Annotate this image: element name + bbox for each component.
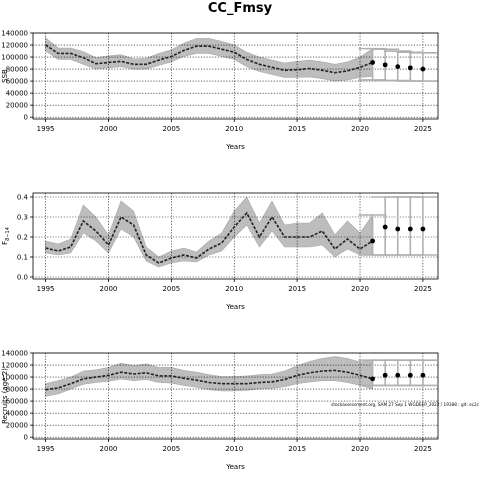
ssb-y-tick-label-2: 40000 — [6, 90, 28, 98]
f-forecast-point-2022 — [382, 224, 388, 230]
f-estimate-line — [45, 211, 374, 264]
recruits-forecast-point-2022 — [382, 372, 388, 378]
f-forecast-point-2025 — [420, 226, 426, 232]
f-x-tick-label-2015: 2015 — [288, 285, 306, 293]
f-forecast-point-2024 — [407, 226, 413, 232]
fishing-mortality-panel: 1995 2000 2005 2010 2015 2020 2025Years0.00.10… — [1, 192, 439, 311]
recruits-y-tick-label-1: 20000 — [6, 422, 28, 430]
ssb-estimate-line — [45, 44, 373, 74]
recruits-x-tick-label-2025: 2025 — [414, 445, 432, 453]
watermark-text: stockassessment.org, SAM 27 Sep 1 WGDEEP… — [331, 402, 480, 407]
ssb-forecast-point-2024 — [407, 65, 413, 71]
f-x-tick-label-1995: 1995 — [37, 285, 55, 293]
f-y-axis-label-subscript: 8−14 — [5, 227, 11, 241]
recruits-y-tick-label-7: 140000 — [1, 350, 28, 358]
recruits-confidence-band — [45, 356, 373, 397]
f-x-axis-label: Years — [225, 303, 245, 311]
recruits-grid — [33, 352, 438, 439]
ssb-x-tick-label-2020: 2020 — [351, 125, 369, 133]
recruits-forecast-point-2023 — [395, 372, 401, 378]
f-forecast-point-2023 — [395, 226, 401, 232]
recruits-x-tick-label-2010: 2010 — [225, 445, 243, 453]
recruits-x-tick-label-2000: 2000 — [100, 445, 118, 453]
ssb-confidence-band — [45, 37, 373, 82]
recruits-x-tick-label-2020: 2020 — [351, 445, 369, 453]
f-forecast-point-2021 — [370, 238, 375, 244]
recruits-x-tick-label-2005: 2005 — [162, 445, 180, 453]
recruits-y-tick-label-6: 120000 — [1, 362, 28, 370]
ssb-y-tick-label-6: 120000 — [1, 42, 28, 50]
ssb-y-axis-label: SSB — [1, 69, 9, 83]
ssb-forecast-point-2022 — [382, 62, 388, 68]
recruits-x-tick-label-2015: 2015 — [288, 445, 306, 453]
f-x-tick-label-2000: 2000 — [100, 285, 118, 293]
f-y-tick-label-3: 0.3 — [17, 214, 28, 222]
recruits-y-tick-label-3: 60000 — [6, 398, 28, 406]
f-y-tick-label-1: 0.1 — [17, 254, 28, 262]
recruits-forecast-point-2025 — [420, 372, 426, 378]
f-x-tick-label-2020: 2020 — [351, 285, 369, 293]
recruitment-panel: 1995 2000 2005 2010 2015 2020 2025 Years 0 20000 4… — [1, 350, 480, 472]
ssb-y-tick-label-3: 60000 — [6, 78, 28, 86]
f-y-axis: 0.0 0.1 0.2 0.3 0.4 — [17, 194, 33, 282]
ssb-x-tick-label-2010: 2010 — [225, 125, 243, 133]
f-y-tick-label-2: 0.2 — [17, 234, 28, 242]
recruits-estimate-line — [45, 369, 373, 391]
f-y-tick-label-0: 0.0 — [17, 274, 28, 282]
ssb-forecast-point-2023 — [395, 64, 401, 70]
ssb-y-tick-label-7: 140000 — [1, 30, 28, 38]
f-x-axis: 1995 2000 2005 2010 2015 2020 2025 — [37, 279, 432, 293]
f-y-tick-label-4: 0.4 — [17, 194, 29, 202]
ssb-x-tick-label-1995: 1995 — [37, 125, 55, 133]
ssb-x-tick-label-2005: 2005 — [162, 125, 180, 133]
ssb-y-tick-label-4: 80000 — [6, 66, 28, 74]
ssb-forecast — [358, 47, 437, 82]
recruits-y-tick-label-4: 80000 — [6, 386, 28, 394]
ssb-y-axis: 0 20000 40000 60000 80000 100000 120000 140000 — [1, 30, 33, 122]
ssb-x-axis-label: Years — [225, 143, 245, 151]
ssb-forecast-point-2021 — [370, 60, 375, 65]
recruits-forecast-point-2021 — [370, 376, 375, 382]
ssb-y-tick-label-1: 20000 — [6, 102, 28, 110]
recruits-y-tick-label-0: 0 — [24, 434, 28, 442]
recruits-forecast-point-2024 — [407, 372, 413, 378]
recruits-y-axis: 0 20000 40000 60000 80000 100000 120000 140000 — [1, 350, 33, 442]
ssb-y-tick-label-0: 0 — [24, 114, 28, 122]
recruits-y-tick-label-2: 40000 — [6, 410, 28, 418]
ssb-x-tick-label-2025: 2025 — [414, 125, 432, 133]
f-x-tick-label-2025: 2025 — [414, 285, 432, 293]
f-forecast — [358, 196, 437, 256]
recruits-x-tick-label-1995: 1995 — [37, 445, 55, 453]
f-y-axis-label: F8−14 — [1, 227, 11, 245]
recruits-forecast — [358, 359, 437, 387]
f-plot-frame — [32, 192, 439, 280]
ssb-x-tick-label-2000: 2000 — [100, 125, 118, 133]
ssb-panel: 1995 2000 2005 2010 2015 2020 2025 Years 0 20000 4… — [1, 30, 439, 151]
recruits-plot-frame — [32, 352, 439, 440]
ssb-plot-frame — [32, 32, 439, 120]
recruits-y-tick-label-5: 100000 — [1, 374, 28, 382]
ssb-forecast-point-2025 — [420, 66, 426, 72]
ssb-x-axis: 1995 2000 2005 2010 2015 2020 2025 — [37, 119, 432, 133]
ssb-x-tick-label-2015: 2015 — [288, 125, 306, 133]
page-title: CC_Fmsy — [207, 1, 273, 16]
recruits-x-axis-label: Years — [225, 463, 245, 471]
f-x-tick-label-2010: 2010 — [225, 285, 243, 293]
recruits-x-axis: 1995 2000 2005 2010 2015 2020 2025 — [37, 439, 432, 453]
ssb-y-tick-label-5: 100000 — [1, 54, 28, 62]
recruits-y-axis-label: Recruits (age 2) — [1, 368, 9, 424]
f-x-tick-label-2005: 2005 — [162, 285, 180, 293]
